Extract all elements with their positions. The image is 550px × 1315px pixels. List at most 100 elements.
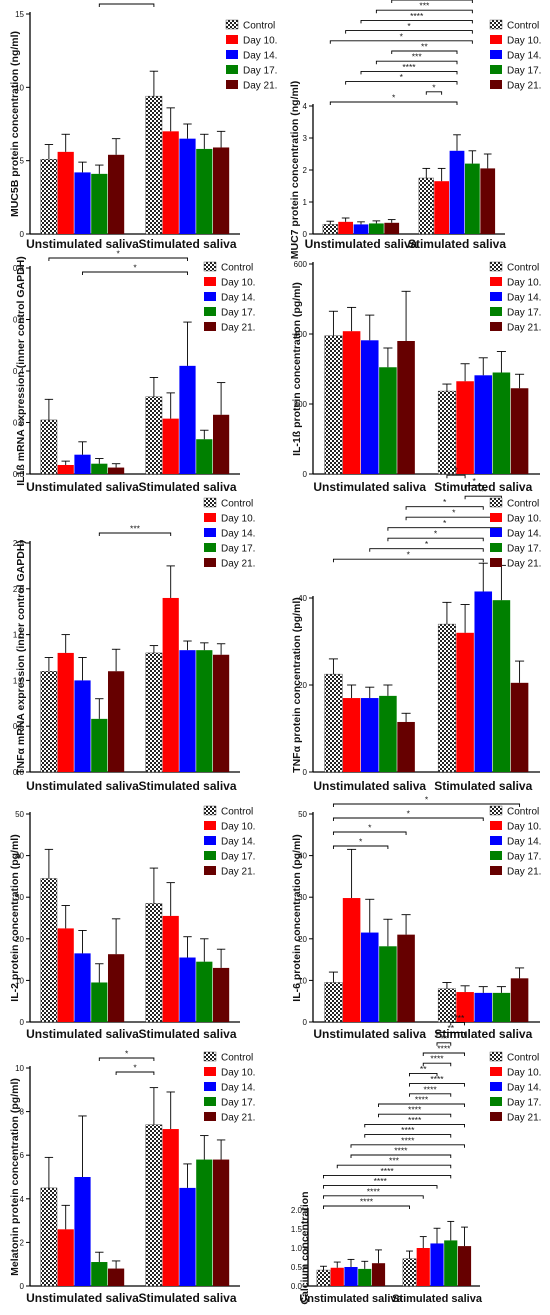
bar-muc5b-g1-s4 (213, 147, 230, 234)
legend-label: Day 14. (507, 293, 541, 304)
legend-label: Day 17. (507, 544, 541, 555)
bar-calcium-g1-s0 (402, 1258, 417, 1287)
legend-swatch (203, 261, 217, 272)
significance-bracket (409, 1083, 465, 1087)
significance-bracket (332, 817, 484, 821)
legend-swatch (490, 35, 502, 44)
y-axis-label: TNFα mRNA expression (inner control GAPD… (15, 540, 27, 775)
bar-il1b-protein-g1-s1 (456, 381, 474, 474)
legend-swatch (204, 322, 216, 331)
legend-swatch (489, 805, 503, 816)
x-group-label: Unstimulated saliva (26, 1027, 139, 1041)
bar-il1b-mrna-g1-s1 (162, 418, 179, 474)
legend-label: Day 14. (221, 837, 255, 848)
legend-label: Day 14. (507, 837, 541, 848)
x-group-label: Unstimulated saliva (26, 779, 139, 793)
significance-label: * (434, 529, 438, 539)
bar-melatonin-g1-s2 (179, 1187, 196, 1286)
significance-bracket (323, 1205, 410, 1209)
legend-label: Day 10. (507, 822, 541, 833)
legend-swatch (204, 307, 216, 316)
significance-bracket (375, 9, 473, 14)
legend-label: Control (221, 807, 253, 818)
legend-swatch (225, 19, 239, 30)
significance-bracket (450, 1021, 465, 1026)
significance-label: **** (424, 1084, 438, 1094)
significance-label: *** (130, 524, 141, 534)
y-tick-label: 600 (294, 260, 308, 269)
y-tick-label: 0 (20, 230, 25, 239)
y-tick-label: 20 (298, 681, 307, 690)
legend-label: Day 10. (221, 514, 255, 525)
significance-bracket (345, 30, 473, 34)
bar-il2-g0-s0 (40, 878, 58, 1023)
significance-bracket (446, 474, 466, 479)
significance-label: * (407, 809, 411, 819)
y-tick-label: 40 (298, 594, 307, 603)
bar-il1b-protein-g0-s1 (342, 331, 361, 474)
bar-muc7-g1-s4 (480, 168, 496, 234)
bar-il1b-protein-g1-s0 (437, 390, 456, 475)
significance-bracket (98, 532, 172, 536)
y-tick-label: 10 (15, 1064, 24, 1073)
significance-label: **** (360, 1197, 374, 1207)
bar-il6-g0-s0 (324, 982, 343, 1023)
significance-bracket (360, 19, 473, 24)
legend-label: Control (507, 263, 539, 274)
legend-swatch (204, 1097, 216, 1106)
significance-bracket (409, 1093, 452, 1097)
significance-label: * (368, 823, 372, 833)
bar-melatonin-g0-s0 (40, 1187, 58, 1287)
significance-bracket (378, 1113, 452, 1118)
significance-label: *** (412, 52, 423, 62)
x-group-label: Unstimulated saliva (26, 480, 139, 494)
significance-bracket (332, 845, 389, 849)
x-group-label: Unstimulated saliva (299, 1293, 403, 1305)
significance-bracket (425, 91, 443, 95)
legend-swatch (204, 821, 216, 830)
significance-bracket (436, 1032, 465, 1036)
y-tick-label: 40 (15, 852, 24, 861)
bar-calcium-g0-s4 (371, 1263, 386, 1286)
bar-tnfa-mrna-g0-s3 (91, 718, 108, 772)
bar-tnfa-mrna-g1-s0 (145, 652, 163, 773)
bar-tnfa-mrna-g1-s1 (162, 597, 179, 772)
legend-label: Day 14. (221, 529, 255, 540)
legend-label: Day 10. (221, 1068, 255, 1079)
significance-label: ** (421, 42, 428, 52)
y-tick-label: 5 (20, 157, 25, 166)
legend-label: Day 21. (221, 1113, 255, 1124)
bar-il1b-mrna-g1-s0 (145, 396, 163, 475)
legend-label: Control (507, 21, 539, 32)
y-tick-label: 200 (294, 400, 308, 409)
bar-tnfa-protein-g0-s3 (379, 695, 397, 772)
y-tick-label: 0.2 (13, 419, 25, 428)
bar-melatonin-g0-s2 (74, 1177, 91, 1286)
bar-tnfa-protein-g0-s0 (324, 673, 343, 773)
legend-label: Day 21. (507, 81, 541, 92)
bar-il1b-protein-g1-s3 (492, 372, 511, 474)
y-tick-label: 10 (298, 976, 307, 985)
significance-label: * (400, 31, 404, 41)
bar-il2-g1-s4 (213, 967, 230, 1022)
y-tick-label: 2.5 (13, 539, 25, 548)
bar-il6-g0-s1 (342, 898, 361, 1022)
bar-tnfa-mrna-g0-s2 (74, 680, 91, 772)
significance-label: **** (415, 1095, 429, 1105)
y-tick-label: 0.4 (13, 367, 25, 376)
bar-tnfa-protein-g1-s0 (437, 623, 456, 773)
significance-label: **** (367, 1186, 381, 1196)
legend-swatch (204, 866, 216, 875)
significance-bracket (436, 1042, 452, 1046)
bar-muc7-g1-s3 (464, 163, 480, 234)
legend-swatch (490, 543, 502, 552)
significance-bracket (345, 81, 458, 85)
legend-swatch (204, 558, 216, 567)
significance-bracket (82, 271, 188, 275)
legend-label: Day 17. (507, 1098, 541, 1109)
legend-swatch (203, 497, 217, 508)
significance-label: * (392, 93, 396, 103)
legend-label: Day 10. (243, 36, 277, 47)
bar-muc7-g1-s1 (434, 181, 450, 234)
bar-il1b-mrna-g0-s1 (57, 464, 74, 474)
